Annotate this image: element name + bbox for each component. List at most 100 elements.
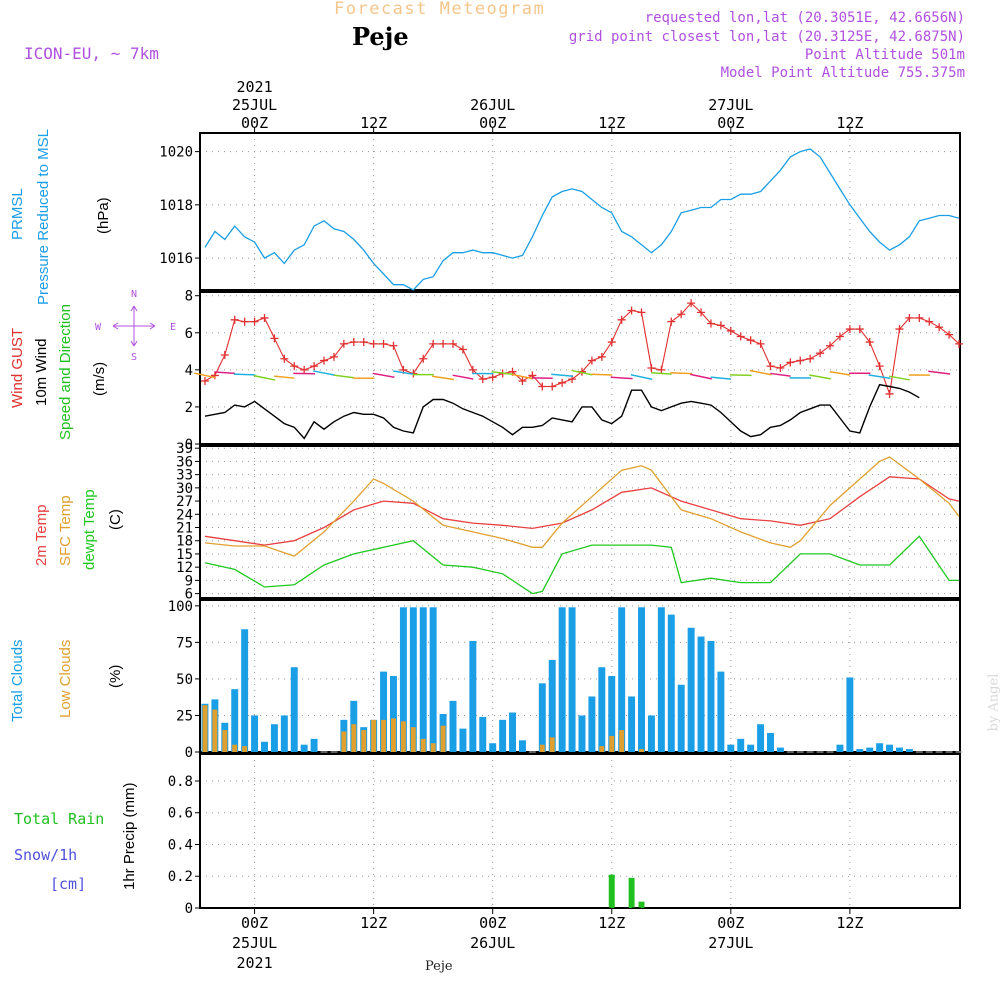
cloud-bar-total xyxy=(399,607,407,752)
gust-marker xyxy=(220,351,229,360)
ytick-label: 8 xyxy=(185,289,193,305)
cloud-bar-low xyxy=(381,719,387,752)
gust-marker xyxy=(369,339,378,348)
wind-direction-arrow xyxy=(372,372,395,378)
cloud-bar-total xyxy=(905,749,913,752)
clouds-unit: (%) xyxy=(107,665,124,688)
gust-marker xyxy=(429,339,438,348)
cloud-bar-total xyxy=(836,744,844,752)
model-altitude: Model Point Altitude 755.375m xyxy=(720,65,965,81)
cloud-bar-total xyxy=(261,741,268,752)
cloud-bar-total xyxy=(776,747,784,752)
gust-marker xyxy=(955,339,964,348)
rain-bar xyxy=(628,877,635,908)
wind-unit: (m/s) xyxy=(91,362,108,396)
wind-direction-arrow xyxy=(809,374,832,380)
wind-direction-arrow xyxy=(491,370,514,376)
xtick-bottom-label: 00Z xyxy=(479,914,506,932)
ytick-label: 39 xyxy=(176,441,193,457)
ytick-label: 100 xyxy=(168,599,193,615)
gust-marker xyxy=(349,338,358,347)
cloud-bar-total xyxy=(588,696,596,752)
gust-marker xyxy=(746,336,755,345)
compass-n: N xyxy=(131,289,137,300)
ytick-label: 2 xyxy=(185,400,193,416)
gust-marker xyxy=(320,356,329,365)
ytick-label: 4 xyxy=(185,363,193,379)
gust-marker xyxy=(726,326,735,335)
wind-direction-arrow xyxy=(551,373,574,378)
gust-marker xyxy=(697,308,706,317)
cloud-bar-total xyxy=(747,744,755,752)
wind-direction-arrow xyxy=(432,375,455,381)
gust-marker xyxy=(329,352,338,361)
cloud-bar-low xyxy=(619,730,625,752)
cloud-bar-total xyxy=(509,712,517,752)
gust-marker xyxy=(607,338,616,347)
cloud-bar-total xyxy=(538,683,546,752)
cloud-bar-total xyxy=(896,747,903,752)
ytick-label: 0.2 xyxy=(168,869,193,885)
gust-marker xyxy=(518,376,527,385)
gust-marker xyxy=(905,313,914,322)
panel-pressure: 1016 1018 1020 xyxy=(159,132,961,291)
cloud-bar-low xyxy=(212,709,218,752)
cloud-bar-low xyxy=(391,718,396,752)
precip-label-cm: [cm] xyxy=(50,875,86,893)
cloud-bar-total xyxy=(270,724,278,752)
cloud-bar-low xyxy=(539,744,545,752)
xtick-bottom-label: 12Z xyxy=(598,914,625,932)
cloud-bar-total xyxy=(409,607,417,752)
wind-direction-arrow xyxy=(452,374,474,380)
wind-direction-arrow xyxy=(333,374,355,379)
ytick-label: 0 xyxy=(185,901,193,917)
ytick-label: 0 xyxy=(185,437,193,453)
temp-label-dewpt: dewpt Temp xyxy=(81,489,98,570)
ytick-label: 9 xyxy=(185,573,193,589)
ytick-label: 1016 xyxy=(159,251,193,267)
ytick-label: 0 xyxy=(185,745,193,761)
cloud-bar-total xyxy=(608,676,616,752)
panel-precipitation: 0 0.2 0.4 0.6 0.8 xyxy=(168,753,961,917)
ytick-label: 21 xyxy=(176,521,193,537)
station-name: Peje xyxy=(352,22,409,51)
signature-watermark: by Angel xyxy=(986,673,1000,732)
gust-marker xyxy=(359,338,368,347)
gust-marker xyxy=(587,356,596,365)
panel-frame xyxy=(199,445,961,599)
cloud-bar-total xyxy=(429,607,437,752)
gust-marker xyxy=(488,373,497,382)
footer-station-name: Peje xyxy=(425,959,453,974)
temp-sfc-line xyxy=(204,456,960,557)
pressure-line xyxy=(204,148,960,291)
gust-marker xyxy=(458,345,467,354)
xtick-top-day: 25JUL xyxy=(232,96,277,114)
cloud-bar-low xyxy=(341,731,347,752)
gust-marker xyxy=(756,339,765,348)
wind-direction-arrow xyxy=(928,370,951,375)
wind-speed-line xyxy=(204,383,920,440)
cloud-bar-total xyxy=(707,640,715,752)
wind-direction-arrow xyxy=(690,373,712,380)
temp-2m-line xyxy=(204,476,960,546)
gust-marker xyxy=(270,334,279,343)
cloud-bar-total xyxy=(856,749,864,752)
cloud-bar-total xyxy=(231,689,239,752)
cloud-bar-total xyxy=(757,724,765,752)
cloud-bar-total xyxy=(310,738,318,752)
wind-direction-arrow xyxy=(770,372,791,377)
cloud-bar-low xyxy=(599,746,605,752)
precip-label-snow: Snow/1h xyxy=(14,846,77,864)
gust-marker xyxy=(766,362,775,371)
pressure-label-msl: Pressure Reduced to MSL xyxy=(35,129,52,305)
cloud-bar-total xyxy=(568,607,576,752)
cloud-bar-total xyxy=(717,671,725,752)
gust-marker xyxy=(439,339,448,348)
wind-direction-arrow xyxy=(868,374,891,380)
ytick-label: 33 xyxy=(176,468,193,484)
gust-marker xyxy=(339,339,348,348)
wind-direction-arrow xyxy=(274,375,295,379)
gust-marker xyxy=(816,349,825,358)
cloud-bar-total xyxy=(886,744,894,752)
